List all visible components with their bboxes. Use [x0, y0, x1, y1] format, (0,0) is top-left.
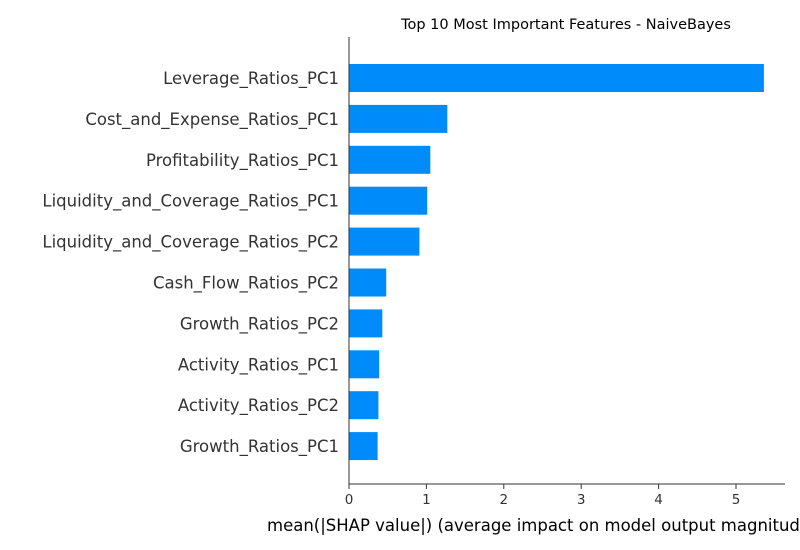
- bar-growth-ratios-pc2: [349, 309, 383, 338]
- x-tick-label: 4: [654, 492, 663, 508]
- category-label: Leverage_Ratios_PC1: [163, 69, 339, 89]
- category-label: Profitability_Ratios_PC1: [146, 151, 339, 171]
- bar-growth-ratios-pc1: [349, 432, 378, 461]
- category-label: Growth_Ratios_PC1: [180, 437, 339, 457]
- bar-liquidity-and-coverage-ratios-pc2: [349, 227, 420, 256]
- x-tick-label: 3: [577, 492, 586, 508]
- x-tick-label: 5: [732, 492, 741, 508]
- bar-cost-and-expense-ratios-pc1: [349, 104, 448, 133]
- category-label: Liquidity_and_Coverage_Ratios_PC2: [42, 233, 339, 253]
- category-label: Activity_Ratios_PC2: [178, 396, 339, 416]
- x-tick-label: 1: [422, 492, 431, 508]
- bar-leverage-ratios-pc1: [349, 64, 764, 92]
- bar-activity-ratios-pc2: [349, 391, 379, 420]
- category-label: Liquidity_and_Coverage_Ratios_PC1: [42, 192, 339, 212]
- bar-cash-flow-ratios-pc2: [349, 268, 387, 297]
- bar-profitability-ratios-pc1: [349, 145, 431, 174]
- bar-liquidity-and-coverage-ratios-pc1: [349, 186, 428, 215]
- category-label: Cash_Flow_Ratios_PC2: [153, 274, 339, 294]
- x-tick-label: 0: [345, 492, 354, 508]
- category-label: Cost_and_Expense_Ratios_PC1: [85, 110, 339, 130]
- chart-title: Top 10 Most Important Features - NaiveBa…: [400, 17, 731, 33]
- x-tick-label: 2: [500, 492, 509, 508]
- x-ticks-group: 0 1 2 3 4 5: [345, 484, 741, 508]
- category-label: Growth_Ratios_PC2: [180, 314, 339, 334]
- bars-group: [349, 64, 764, 461]
- bar-activity-ratios-pc1: [349, 350, 380, 379]
- category-label: Activity_Ratios_PC1: [178, 355, 339, 375]
- x-axis-label: mean(|SHAP value|) (average impact on mo…: [267, 516, 800, 535]
- category-labels-group: Leverage_Ratios_PC1 Cost_and_Expense_Rati…: [42, 69, 339, 457]
